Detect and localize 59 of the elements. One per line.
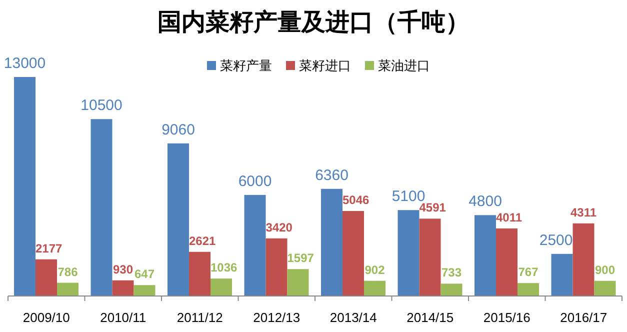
bar: [210, 278, 232, 296]
data-label: 4591: [419, 200, 446, 215]
data-label: 9060: [162, 121, 195, 138]
bar: [168, 143, 189, 296]
bar: [496, 228, 518, 296]
bar: [57, 282, 78, 296]
data-label: 2621: [189, 234, 216, 248]
bar: [189, 252, 210, 296]
legend-label: 菜籽进口: [299, 58, 351, 73]
data-label: 2500: [539, 232, 573, 249]
bar: [14, 77, 36, 296]
data-label: 1597: [287, 251, 314, 266]
data-label: 13000: [4, 55, 46, 72]
data-label: 4800: [468, 193, 502, 210]
bar: [474, 215, 496, 296]
data-label: 10500: [80, 97, 122, 114]
x-tick-label: 2009/10: [22, 310, 70, 325]
legend-label: 菜籽产量: [220, 58, 272, 73]
data-label: 900: [594, 262, 616, 277]
data-label: 6000: [238, 172, 272, 190]
bar: [594, 280, 616, 296]
x-tick-label: 2011/12: [176, 310, 223, 325]
bar: [364, 280, 386, 296]
x-tick-label: 2014/15: [406, 310, 454, 325]
bar: [112, 280, 134, 296]
data-label: 5046: [342, 192, 370, 207]
x-tick-label: 2013/14: [330, 310, 377, 325]
data-label: 733: [441, 266, 462, 280]
bar: [551, 254, 573, 296]
data-label: 4311: [570, 205, 597, 220]
data-label: 4011: [496, 210, 522, 224]
bar: [572, 223, 594, 296]
data-label: 3420: [266, 220, 293, 234]
data-label: 2177: [36, 241, 63, 256]
bar: [36, 259, 57, 296]
bar: [90, 119, 112, 296]
bar: [266, 238, 288, 296]
data-label: 902: [364, 262, 386, 277]
x-tick-label: 2010/11: [100, 310, 146, 325]
chart-title: 国内菜籽产量及进口（千吨）: [158, 9, 470, 36]
data-label: 930: [112, 262, 134, 276]
bar: [134, 285, 156, 296]
data-label: 767: [518, 265, 539, 280]
data-label: 1036: [210, 260, 238, 275]
legend-label: 菜油进口: [378, 58, 430, 73]
bar: [419, 218, 441, 296]
bar: [518, 283, 539, 296]
bar: [287, 269, 309, 296]
bar: [440, 284, 462, 296]
bar: [244, 194, 266, 296]
x-tick-label: 2016/17: [560, 310, 608, 325]
bar: [398, 210, 420, 296]
bar: [321, 188, 342, 296]
x-tick-label: 2015/16: [483, 310, 530, 325]
data-label: 6360: [315, 166, 348, 184]
data-label: 786: [58, 264, 78, 279]
x-tick-label: 2012/13: [253, 310, 300, 325]
data-label: 647: [134, 267, 155, 282]
bar: [342, 210, 364, 296]
